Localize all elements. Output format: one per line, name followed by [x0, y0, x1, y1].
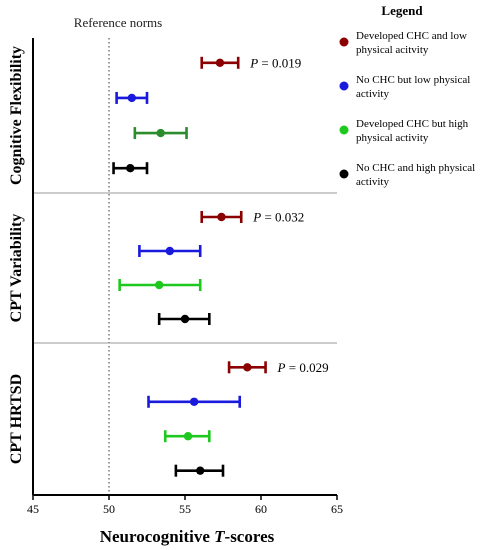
mean-point — [127, 93, 136, 103]
p-symbol: P — [249, 55, 258, 70]
x-axis-label-suffix: -scores — [225, 527, 275, 546]
x-tick-label: 50 — [103, 502, 115, 516]
x-tick-label: 60 — [255, 502, 267, 516]
legend-marker — [339, 169, 349, 179]
p-value: = 0.029 — [286, 360, 329, 375]
legend-text: No CHC and high physical — [356, 162, 475, 174]
group-row — [200, 211, 243, 223]
legend-text: activity — [356, 88, 389, 100]
legend-marker — [339, 125, 349, 135]
group-row — [174, 464, 225, 477]
group-row — [147, 395, 242, 408]
panel-3: CPT HRTSD P = 0.029 — [8, 360, 329, 477]
x-tick-label: 55 — [179, 502, 191, 516]
legend-entry: Developed CHC but high physical activity — [339, 118, 469, 144]
group-row — [138, 245, 202, 257]
mean-point — [126, 164, 135, 173]
mean-point — [165, 246, 174, 256]
panel-label: CPT Variability — [8, 214, 25, 323]
mean-point — [217, 212, 226, 222]
panel-1: Cognitive Flexibility P = 0.019 — [8, 46, 301, 185]
legend-text: physical activity — [356, 132, 429, 144]
mean-point — [243, 363, 252, 372]
legend-entry: No CHC and high physical activity — [339, 162, 475, 188]
legend-text: Developed CHC but high — [356, 118, 469, 130]
legend-title: Legend — [381, 3, 423, 18]
x-axis-label-prefix: Neurocognitive — [100, 527, 214, 546]
legend-text: activity — [356, 176, 389, 188]
mean-point — [196, 466, 205, 475]
legend: Legend Developed CHC and low physical acit… — [339, 3, 475, 188]
reference-label: Reference norms — [74, 15, 162, 30]
group-row — [227, 361, 267, 374]
group-row — [115, 91, 149, 104]
x-tick-label: 65 — [331, 502, 343, 516]
mean-point — [156, 128, 165, 138]
x-axis-label-italic: T — [214, 527, 225, 546]
panel-label: CPT HRTSD — [8, 374, 25, 464]
p-value-label: P = 0.032 — [252, 210, 304, 225]
p-value-label: P = 0.029 — [277, 360, 329, 375]
legend-marker — [339, 81, 349, 91]
panel-2: CPT Variability P = 0.032 — [8, 210, 304, 325]
mean-point — [180, 314, 190, 324]
p-symbol: P — [252, 210, 261, 225]
legend-marker — [339, 37, 349, 47]
axes-layer: Reference norms 45 50 55 60 65 Neurocognitive … — [27, 15, 343, 546]
panel-label: Cognitive Flexibility — [8, 46, 25, 185]
group-row — [200, 56, 240, 69]
legend-text: physical acitvity — [356, 44, 429, 56]
legend-entry: No CHC but low physical activity — [339, 74, 470, 100]
p-value: = 0.019 — [258, 55, 301, 70]
x-axis-label: Neurocognitive T-scores — [100, 527, 275, 546]
mean-point — [215, 58, 225, 67]
mean-point — [154, 280, 164, 290]
group-row — [118, 279, 202, 291]
legend-text: No CHC but low physical — [356, 74, 470, 86]
mean-point — [183, 432, 193, 441]
group-row — [163, 430, 211, 443]
p-value-label: P = 0.019 — [249, 55, 301, 70]
p-value: = 0.032 — [261, 210, 304, 225]
p-symbol: P — [277, 360, 286, 375]
legend-text: Developed CHC and low — [356, 30, 467, 42]
group-row — [112, 162, 149, 175]
x-tick-label: 45 — [27, 502, 39, 516]
group-row — [133, 127, 188, 140]
mean-point — [189, 397, 199, 406]
legend-entry: Developed CHC and low physical acitvity — [339, 30, 467, 56]
panels-layer: Cognitive Flexibility P = 0.019 CPT Variab… — [8, 46, 329, 477]
group-row — [157, 313, 211, 325]
